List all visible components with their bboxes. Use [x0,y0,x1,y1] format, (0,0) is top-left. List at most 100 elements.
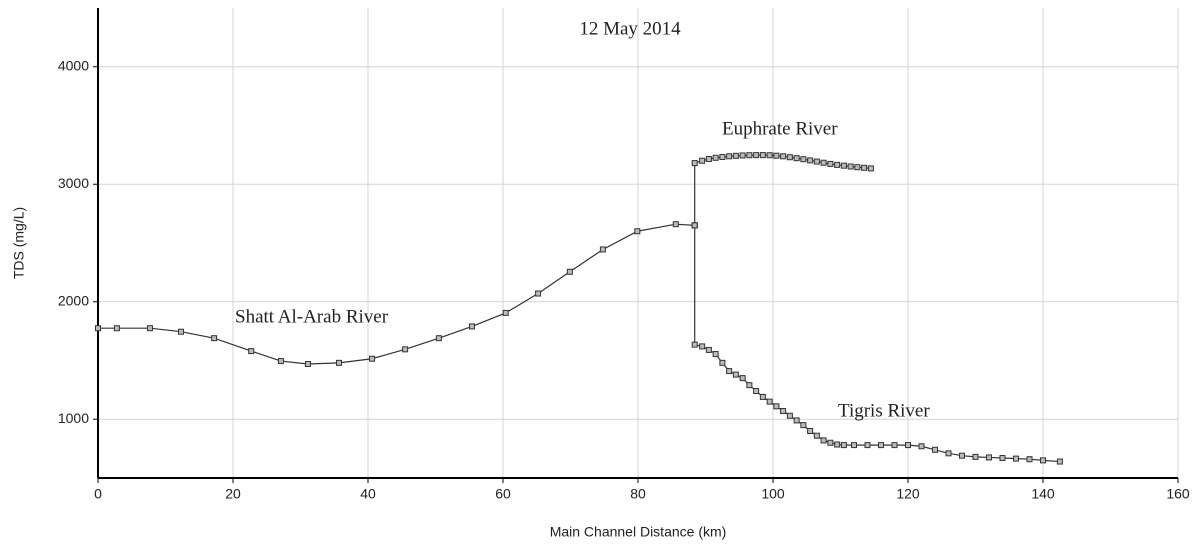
marker [766,152,773,159]
marker [719,359,726,366]
marker [369,355,376,362]
marker [813,158,820,165]
marker [113,325,120,332]
marker [719,153,726,160]
x-tick-label: 100 [761,486,785,502]
marker [753,152,760,159]
marker [699,157,706,164]
marker [780,153,787,160]
marker [1026,456,1033,463]
marker [691,160,698,167]
marker [211,335,218,342]
marker [827,439,834,446]
marker [878,442,884,449]
marker [705,155,712,162]
marker [851,442,857,449]
marker [999,455,1006,462]
marker [800,156,807,163]
marker [712,351,719,358]
marker [864,442,871,449]
marker [854,164,861,171]
marker [402,346,409,353]
x-tick-label: 60 [495,486,511,502]
marker [820,437,827,444]
marker [726,153,733,160]
marker [248,348,255,355]
marker [146,325,153,332]
marker [566,268,573,275]
x-tick-label: 40 [360,486,376,502]
marker [766,398,773,405]
marker [847,163,854,170]
y-tick-label: 2000 [58,292,89,308]
marker [746,152,753,159]
marker [773,403,780,410]
marker [1056,458,1063,465]
marker [820,159,827,166]
y-axis-label: TDS (mg/L) [11,207,27,279]
marker [304,361,311,368]
marker [786,154,793,161]
marker [905,442,911,449]
marker [699,343,706,350]
x-tick-label: 140 [1031,486,1055,502]
series-label: Tigris River [838,400,930,421]
marker [739,152,746,159]
marker [807,157,814,164]
x-tick-label: 160 [1166,486,1190,502]
marker [840,162,847,169]
series-label: Shatt Al-Arab River [235,306,389,327]
series-line [98,223,695,365]
marker [599,246,606,253]
marker [827,160,834,167]
y-tick-label: 1000 [58,410,89,426]
marker [945,450,952,457]
marker [746,382,753,389]
marker [972,453,979,460]
marker [918,443,925,450]
marker [867,165,874,172]
marker [807,428,814,434]
marker [178,328,185,335]
marker [435,335,442,342]
x-tick-label: 120 [896,486,920,502]
marker [793,417,800,424]
marker [634,228,641,235]
marker [759,393,766,400]
series-line [694,154,871,226]
x-axis-label: Main Channel Distance (km) [550,524,727,540]
marker [712,154,719,161]
x-tick-label: 20 [225,486,241,502]
marker [773,152,780,159]
marker [932,446,938,453]
marker [739,375,746,382]
marker [986,454,992,461]
marker [535,290,542,297]
marker [793,155,800,162]
marker [691,222,698,229]
marker [753,388,760,395]
marker [813,432,820,439]
marker [691,341,698,348]
marker [1040,457,1046,464]
y-tick-label: 4000 [58,57,89,73]
marker [759,152,766,159]
marker [891,442,898,449]
series-label: Euphrate River [722,118,838,139]
marker [780,408,787,415]
marker [732,152,739,159]
marker [732,371,739,378]
marker [1013,455,1019,462]
marker [705,346,712,353]
marker [840,442,847,449]
marker [335,359,342,366]
x-tick-label: 80 [630,486,646,502]
chart-title: 12 May 2014 [579,18,681,39]
marker [786,412,793,419]
y-tick-label: 3000 [58,175,89,191]
series-line [694,225,1060,463]
marker [959,452,965,459]
marker [672,221,679,228]
marker [834,441,841,448]
